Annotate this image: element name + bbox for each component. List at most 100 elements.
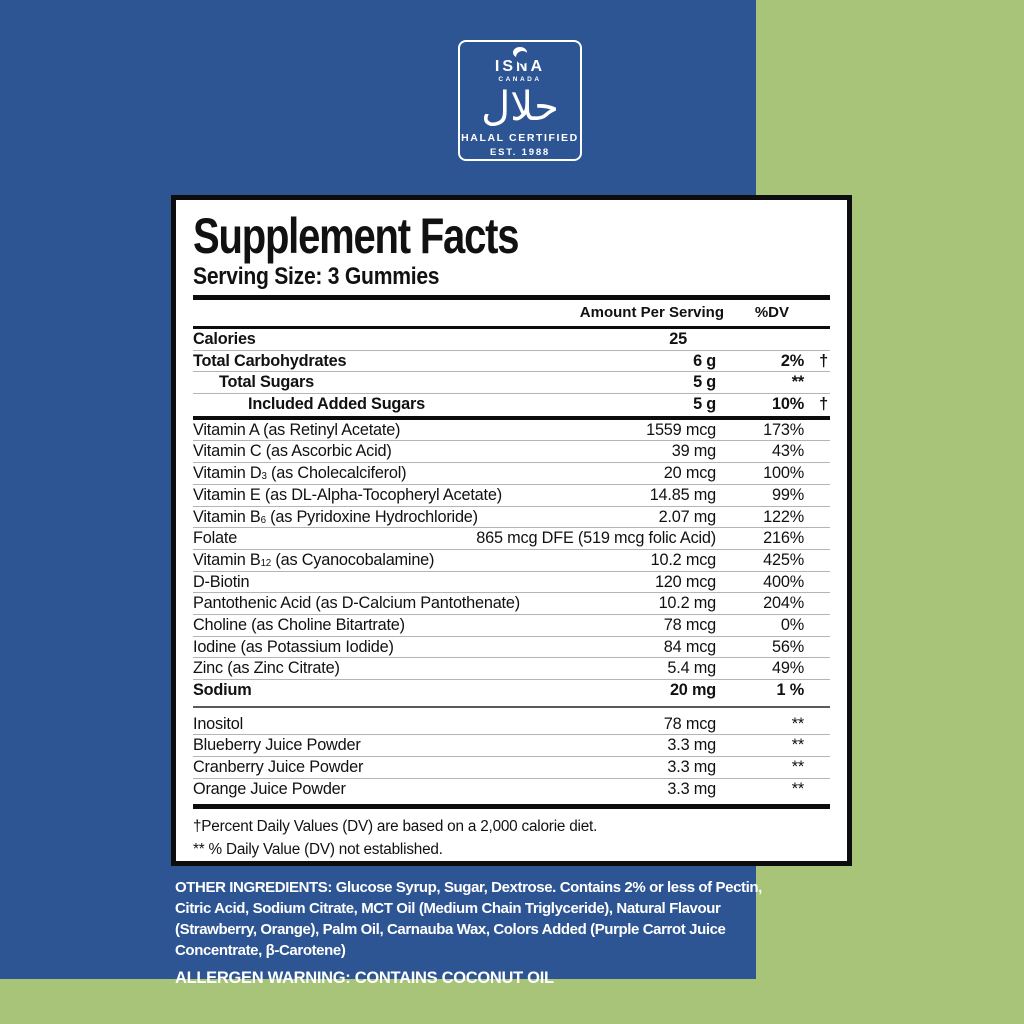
halal-arabic-text: حلال: [481, 84, 559, 130]
amount-per-serving-value: 6 g: [693, 351, 716, 370]
nutrient-name: Total Carbohydrates: [193, 351, 347, 370]
daily-value-percent: **: [791, 758, 804, 777]
table-row: Vitamin B6 (as Pyridoxine Hydrochloride)…: [193, 507, 830, 529]
amount-per-serving-value: 10.2 mcg: [650, 550, 717, 569]
amount-per-serving-value: 78 mcg: [663, 615, 716, 634]
table-row: Inositol 78 mcg **: [193, 714, 830, 736]
daily-value-percent: 56%: [772, 637, 804, 656]
nutrient-name: Pantothenic Acid (as D-Calcium Pantothen…: [193, 594, 520, 613]
table-row: Vitamin E (as DL-Alpha-Tocopheryl Acetat…: [193, 485, 830, 507]
badge-country: CANADA: [498, 76, 542, 83]
nutrient-name: D-Biotin: [193, 572, 250, 591]
daily-value-percent: 100%: [763, 464, 804, 483]
table-row: Pantothenic Acid (as D-Calcium Pantothen…: [193, 593, 830, 615]
vitamin-mineral-rows: Vitamin A (as Retinyl Acetate) 1559 mcg 17…: [193, 420, 830, 702]
daily-value-percent: 425%: [763, 550, 804, 569]
amount-per-serving-value: 865 mcg DFE (519 mcg folic Acid): [476, 529, 716, 548]
table-row: Cranberry Juice Powder 3.3 mg **: [193, 757, 830, 779]
crescent-moon-icon: [513, 47, 529, 64]
amount-per-serving-value: 2.07 mg: [658, 507, 717, 526]
daily-value-percent: 2%: [780, 351, 804, 370]
amount-per-serving-value: 120 mcg: [654, 572, 716, 591]
footnote-not-established: ** % Daily Value (DV) not established.: [193, 841, 443, 859]
daily-value-percent: 122%: [763, 507, 804, 526]
amount-per-serving-value: 78 mcg: [663, 714, 716, 733]
daily-value-percent: **: [791, 779, 804, 798]
amount-per-serving-value: 3.3 mg: [667, 758, 716, 777]
nutrient-name: Zinc (as Zinc Citrate): [193, 659, 340, 678]
table-row: Folate 865 mcg DFE (519 mcg folic Acid) 21…: [193, 528, 830, 550]
macronutrient-rows: Calories 25 Total Carbohydrates 6 g 2% † Total…: [193, 329, 830, 416]
table-row: Vitamin A (as Retinyl Acetate) 1559 mcg 17…: [193, 420, 830, 442]
nutrient-name: Vitamin C (as Ascorbic Acid): [193, 442, 392, 461]
nutrient-name: Total Sugars: [219, 373, 315, 392]
dagger-footnote-mark: †: [819, 351, 828, 370]
table-row: Orange Juice Powder 3.3 mg **: [193, 779, 830, 801]
amount-per-serving-value: 25: [669, 330, 687, 348]
divider-thick: [193, 804, 830, 810]
panel-title: Supplement Facts: [193, 208, 520, 264]
table-row: Sodium 20 mg 1 %: [193, 680, 830, 702]
nutrient-name: Folate: [193, 529, 238, 548]
table-row: Vitamin B12 (as Cyanocobalamine) 10.2 mcg…: [193, 550, 830, 572]
daily-value-percent: **: [791, 714, 804, 733]
daily-value-percent: 43%: [772, 442, 804, 461]
amount-per-serving-value: 10.2 mg: [658, 594, 717, 613]
table-row: Included Added Sugars 5 g 10% †: [193, 394, 830, 416]
footnotes: †Percent Daily Values (DV) are based on …: [193, 815, 830, 861]
nutrient-name: Orange Juice Powder: [193, 779, 346, 798]
amount-per-serving-value: 20 mg: [669, 681, 716, 699]
table-row: Blueberry Juice Powder 3.3 mg **: [193, 735, 830, 758]
supplement-facts-panel: Supplement Facts Serving Size: 3 Gummies…: [171, 195, 852, 866]
nutrient-name: Sodium: [193, 681, 252, 699]
nutrient-name: Vitamin B6 (as Pyridoxine Hydrochloride): [193, 507, 478, 526]
amount-per-serving-value: 5.4 mg: [667, 659, 716, 678]
daily-value-percent: 400%: [763, 572, 804, 591]
amount-per-serving-value: 84 mcg: [663, 637, 716, 656]
divider-gray: [193, 705, 830, 708]
other-ingredients-text: OTHER INGREDIENTS: Glucose Syrup, Sugar,…: [175, 879, 762, 959]
nutrient-name: Choline (as Choline Bitartrate): [193, 615, 405, 634]
daily-value-percent: 0%: [780, 615, 804, 634]
table-row: Total Sugars 5 g **: [193, 372, 830, 395]
nutrient-name: Calories: [193, 330, 256, 348]
nutrient-name: Inositol: [193, 714, 243, 733]
divider-thick: [193, 415, 830, 420]
table-row: D-Biotin 120 mcg 400%: [193, 572, 830, 594]
footnote-daily-values: †Percent Daily Values (DV) are based on …: [193, 818, 598, 836]
halal-certified-badge: ISNA CANADA حلال HALAL CERTIFIED EST. 19…: [458, 40, 582, 161]
table-row: Vitamin C (as Ascorbic Acid) 39 mg 43%: [193, 441, 830, 464]
column-header-row: Amount Per Serving %DV: [193, 300, 830, 326]
amount-per-serving-value: 39 mg: [671, 442, 716, 461]
table-row: Calories 25: [193, 329, 830, 351]
column-header-dv: %DV: [754, 304, 789, 321]
table-row: Choline (as Choline Bitartrate) 78 mcg 0%: [193, 615, 830, 637]
amount-per-serving-value: 14.85 mg: [649, 485, 716, 504]
column-header-amount: Amount Per Serving: [579, 304, 724, 321]
dagger-footnote-mark: †: [819, 395, 828, 414]
daily-value-percent: 49%: [772, 659, 804, 678]
table-row: Vitamin D3 (as Cholecalciferol) 20 mcg 100…: [193, 463, 830, 485]
daily-value-percent: **: [791, 736, 804, 755]
badge-org-name: ISNA: [494, 58, 546, 75]
allergen-warning-text: ALLERGEN WARNING: CONTAINS COCONUT OIL: [175, 969, 554, 987]
table-row: Iodine (as Potassium Iodide) 84 mcg 56%: [193, 637, 830, 659]
nutrient-name: Included Added Sugars: [248, 395, 426, 414]
table-row: Total Carbohydrates 6 g 2% †: [193, 351, 830, 373]
badge-certified-text: HALAL CERTIFIED: [461, 132, 579, 144]
serving-size: Serving Size: 3 Gummies: [193, 263, 440, 290]
other-nutrient-rows: Inositol 78 mcg ** Blueberry Juice Powder 3.…: [193, 714, 830, 801]
nutrient-name: Vitamin A (as Retinyl Acetate): [193, 420, 401, 439]
amount-per-serving-value: 3.3 mg: [667, 736, 716, 755]
daily-value-percent: **: [791, 373, 804, 392]
daily-value-percent: 216%: [763, 529, 804, 548]
daily-value-percent: 173%: [763, 420, 804, 439]
nutrient-name: Vitamin E (as DL-Alpha-Tocopheryl Acetat…: [193, 485, 502, 504]
amount-per-serving-value: 1559 mcg: [646, 420, 716, 439]
nutrient-name: Blueberry Juice Powder: [193, 736, 361, 755]
divider-thick: [193, 295, 830, 300]
nutrient-name: Iodine (as Potassium Iodide): [193, 637, 394, 656]
daily-value-percent: 1 %: [776, 681, 805, 699]
daily-value-percent: 10%: [772, 395, 804, 414]
nutrient-name: Cranberry Juice Powder: [193, 758, 364, 777]
